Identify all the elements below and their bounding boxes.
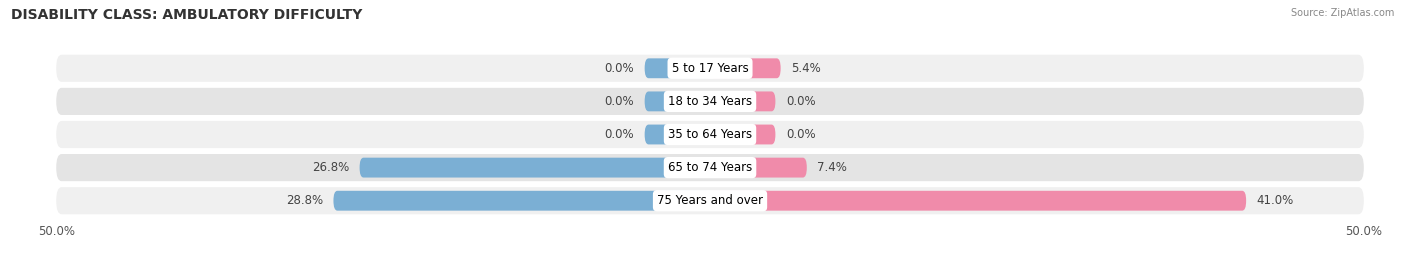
Text: DISABILITY CLASS: AMBULATORY DIFFICULTY: DISABILITY CLASS: AMBULATORY DIFFICULTY: [11, 8, 363, 22]
Text: 7.4%: 7.4%: [817, 161, 848, 174]
Text: 75 Years and over: 75 Years and over: [657, 194, 763, 207]
Text: 0.0%: 0.0%: [786, 95, 815, 108]
Text: 28.8%: 28.8%: [285, 194, 323, 207]
Text: 35 to 64 Years: 35 to 64 Years: [668, 128, 752, 141]
Text: 26.8%: 26.8%: [312, 161, 349, 174]
FancyBboxPatch shape: [710, 58, 780, 78]
Text: 0.0%: 0.0%: [605, 62, 634, 75]
FancyBboxPatch shape: [56, 154, 1364, 181]
Text: 0.0%: 0.0%: [605, 95, 634, 108]
Text: Source: ZipAtlas.com: Source: ZipAtlas.com: [1291, 8, 1395, 18]
FancyBboxPatch shape: [710, 158, 807, 178]
FancyBboxPatch shape: [644, 125, 710, 144]
Text: 18 to 34 Years: 18 to 34 Years: [668, 95, 752, 108]
FancyBboxPatch shape: [360, 158, 710, 178]
Text: 0.0%: 0.0%: [786, 128, 815, 141]
FancyBboxPatch shape: [710, 125, 776, 144]
Text: 5 to 17 Years: 5 to 17 Years: [672, 62, 748, 75]
FancyBboxPatch shape: [56, 55, 1364, 82]
FancyBboxPatch shape: [710, 91, 776, 111]
FancyBboxPatch shape: [644, 91, 710, 111]
FancyBboxPatch shape: [56, 121, 1364, 148]
FancyBboxPatch shape: [710, 191, 1246, 211]
Text: 65 to 74 Years: 65 to 74 Years: [668, 161, 752, 174]
FancyBboxPatch shape: [56, 187, 1364, 214]
FancyBboxPatch shape: [333, 191, 710, 211]
Text: 0.0%: 0.0%: [605, 128, 634, 141]
FancyBboxPatch shape: [56, 88, 1364, 115]
Text: 5.4%: 5.4%: [792, 62, 821, 75]
FancyBboxPatch shape: [644, 58, 710, 78]
Text: 41.0%: 41.0%: [1257, 194, 1294, 207]
